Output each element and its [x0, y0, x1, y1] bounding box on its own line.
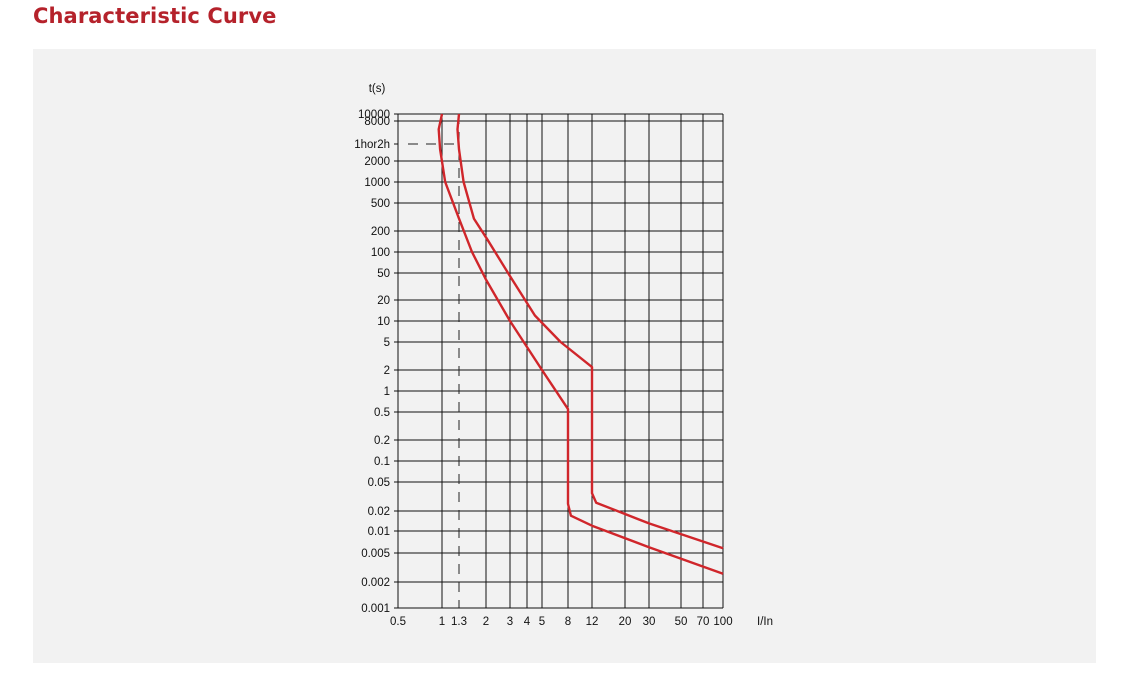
y-tick-label-4: 1000 — [364, 177, 390, 189]
page-title: Characteristic Curve — [33, 4, 277, 28]
y-axis-label: t(s) — [369, 83, 386, 95]
curves — [437, 113, 724, 575]
y-tick-label-10: 10 — [377, 316, 390, 328]
x-tick-labels: 0.5 1 1.3 2 3 4 5 8 12 20 30 50 70 100 — [390, 616, 733, 628]
y-tick-label-17: 0.05 — [368, 477, 390, 489]
y-tick-label-1: 8000 — [364, 116, 390, 128]
y-tick-label-11: 5 — [384, 337, 390, 349]
curve-1 — [437, 113, 724, 575]
y-tick-label-12: 2 — [384, 365, 390, 377]
y-tick-label-0: 10000 — [358, 109, 390, 121]
x-tick-label-7: 8 — [565, 616, 571, 628]
y-tick-label-13: 1 — [384, 386, 390, 398]
x-tick-label-0: 0.5 — [390, 616, 406, 628]
y-tick-label-6: 200 — [371, 226, 390, 238]
y-tick-label-22: 0.001 — [361, 603, 390, 615]
guide-lines — [408, 114, 460, 608]
y-tick-label-9: 20 — [377, 295, 390, 307]
x-tick-label-3: 2 — [483, 616, 489, 628]
x-tick-label-1: 1 — [439, 616, 445, 628]
chart-panel — [33, 49, 1096, 663]
x-tick-label-6: 5 — [539, 616, 545, 628]
x-axis-label: I/In — [757, 616, 773, 628]
y-tick-label-19: 0.01 — [368, 526, 390, 538]
x-tick-label-11: 50 — [675, 616, 688, 628]
y-tick-label-5: 500 — [371, 198, 390, 210]
x-tick-label-12: 70 — [697, 616, 710, 628]
y-tick-label-8: 50 — [377, 268, 390, 280]
x-tick-label-5: 4 — [524, 616, 531, 628]
y-tick-label-2: 1hor2h — [354, 139, 390, 151]
x-tick-label-13: 100 — [713, 616, 732, 628]
x-tick-label-2: 1.3 — [451, 616, 467, 628]
y-tick-label-20: 0.005 — [361, 548, 390, 560]
y-tick-label-18: 0.02 — [368, 506, 390, 518]
x-tick-label-4: 3 — [507, 616, 513, 628]
y-tick-label-14: 0.5 — [374, 407, 390, 419]
y-tick-label-16: 0.1 — [374, 456, 390, 468]
x-tick-label-9: 20 — [619, 616, 632, 628]
x-tick-label-8: 12 — [586, 616, 599, 628]
x-tick-label-10: 30 — [643, 616, 656, 628]
y-tick-label-15: 0.2 — [374, 435, 390, 447]
curve-2 — [456, 113, 724, 550]
y-tick-label-7: 100 — [371, 247, 390, 259]
horizontal-gridlines — [394, 113, 723, 609]
y-tick-label-3: 2000 — [364, 156, 390, 168]
y-tick-label-21: 0.002 — [361, 577, 390, 589]
